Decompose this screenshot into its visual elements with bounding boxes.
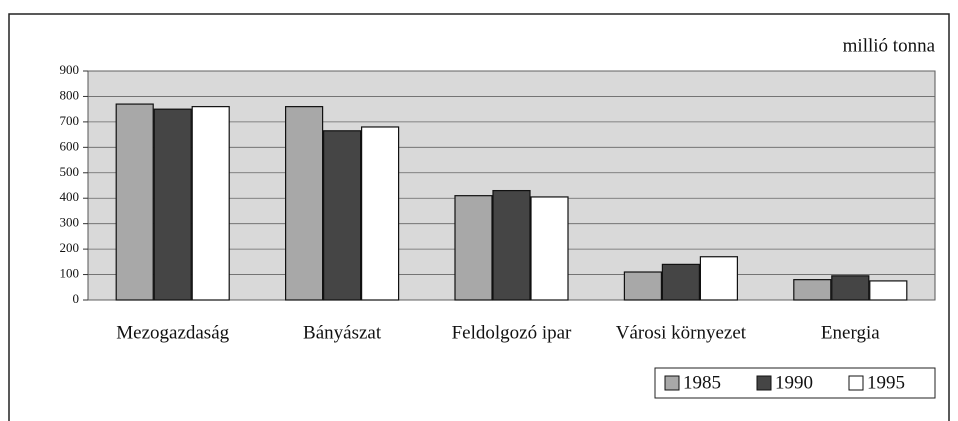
y-tick-label: 700 <box>60 113 80 128</box>
legend-box <box>654 367 936 399</box>
y-tick-label: 900 <box>60 62 80 77</box>
bar <box>530 196 569 301</box>
x-tick-label: Energia <box>821 322 880 343</box>
y-tick-label: 300 <box>60 215 80 230</box>
bar <box>492 189 531 301</box>
y-tick-label: 100 <box>60 266 80 281</box>
legend-swatch <box>664 375 680 391</box>
y-tick-label: 400 <box>60 189 80 204</box>
bar <box>115 103 154 301</box>
legend-label: 1985 <box>683 372 721 393</box>
legend-label: 1995 <box>867 372 905 393</box>
bar <box>699 256 739 301</box>
y-tick-label: 600 <box>60 138 80 153</box>
x-tick-label: Mezogazdaság <box>116 322 229 343</box>
bar <box>323 130 362 301</box>
y-tick-label: 0 <box>73 291 80 306</box>
x-tick-label: Bányászat <box>303 322 382 343</box>
bar <box>793 279 832 301</box>
legend-swatch <box>848 375 864 391</box>
bar <box>454 195 493 301</box>
bar <box>285 106 324 301</box>
unit-label: millió tonna <box>843 35 936 56</box>
bar <box>869 280 908 301</box>
legend-swatch <box>756 375 772 391</box>
bar <box>191 106 230 301</box>
legend-label: 1990 <box>775 372 813 393</box>
y-tick-label: 500 <box>60 164 80 179</box>
x-tick-label: Feldolgozó ipar <box>452 322 572 343</box>
bar <box>661 263 701 301</box>
y-tick-label: 200 <box>60 240 80 255</box>
y-tick-label: 800 <box>60 87 80 102</box>
bar <box>153 108 192 301</box>
bar <box>623 271 663 301</box>
bar <box>361 126 400 301</box>
bar <box>831 275 870 301</box>
x-tick-label: Városi környezet <box>616 322 747 343</box>
